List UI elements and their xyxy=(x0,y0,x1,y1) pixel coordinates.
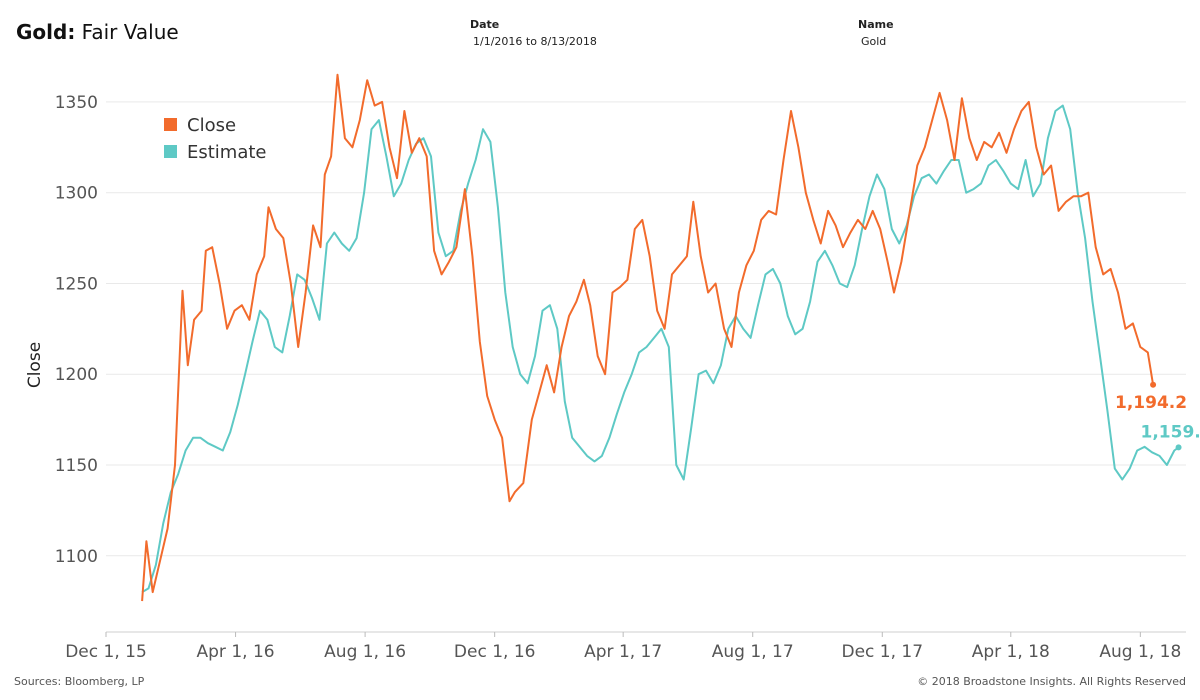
source-note: Sources: Bloomberg, LP xyxy=(14,675,145,688)
y-tick-label: 1150 xyxy=(55,456,98,476)
title-rest: Fair Value xyxy=(75,20,179,44)
series-end-point-estimate xyxy=(1175,444,1182,451)
date-filter-value: 1/1/2016 to 8/13/2018 xyxy=(473,35,597,48)
name-filter-label: Name xyxy=(858,18,894,31)
x-tick-label: Aug 1, 18 xyxy=(1099,642,1181,662)
legend-swatch-estimate xyxy=(164,145,177,158)
series-end-point-close xyxy=(1150,381,1157,388)
series-end-label-estimate: 1,159.7 xyxy=(1141,422,1200,442)
y-tick-label: 1200 xyxy=(55,365,98,385)
series-end-label-close: 1,194.2 xyxy=(1115,393,1187,413)
name-filter[interactable]: Name Gold xyxy=(858,18,894,48)
y-tick-label: 1300 xyxy=(55,184,98,204)
y-tick-label: 1350 xyxy=(55,93,98,113)
name-filter-value: Gold xyxy=(861,35,887,48)
x-tick-label: Aug 1, 16 xyxy=(324,642,406,662)
legend-swatch-close xyxy=(164,118,177,131)
y-tick-label: 1100 xyxy=(55,547,98,567)
date-filter[interactable]: Date 1/1/2016 to 8/13/2018 xyxy=(470,18,597,48)
copyright-note: © 2018 Broadstone Insights. All Rights R… xyxy=(917,675,1186,688)
x-tick-label: Dec 1, 16 xyxy=(454,642,536,662)
x-tick-label: Apr 1, 16 xyxy=(197,642,275,662)
y-axis-title: Close xyxy=(25,342,45,388)
x-tick-label: Apr 1, 17 xyxy=(584,642,662,662)
y-tick-label: 1250 xyxy=(55,274,98,294)
x-tick-label: Apr 1, 18 xyxy=(972,642,1050,662)
series-line-estimate xyxy=(141,104,1180,593)
date-filter-label: Date xyxy=(470,18,500,31)
x-tick-label: Dec 1, 17 xyxy=(842,642,924,662)
x-tick-label: Aug 1, 17 xyxy=(712,642,794,662)
title-bold: Gold: xyxy=(16,20,76,44)
series-line-close xyxy=(141,73,1155,602)
legend-label-close: Close xyxy=(187,115,236,136)
page-title: Gold: Fair Value xyxy=(16,20,179,44)
x-tick-label: Dec 1, 15 xyxy=(65,642,147,662)
legend-label-estimate: Estimate xyxy=(187,142,267,163)
